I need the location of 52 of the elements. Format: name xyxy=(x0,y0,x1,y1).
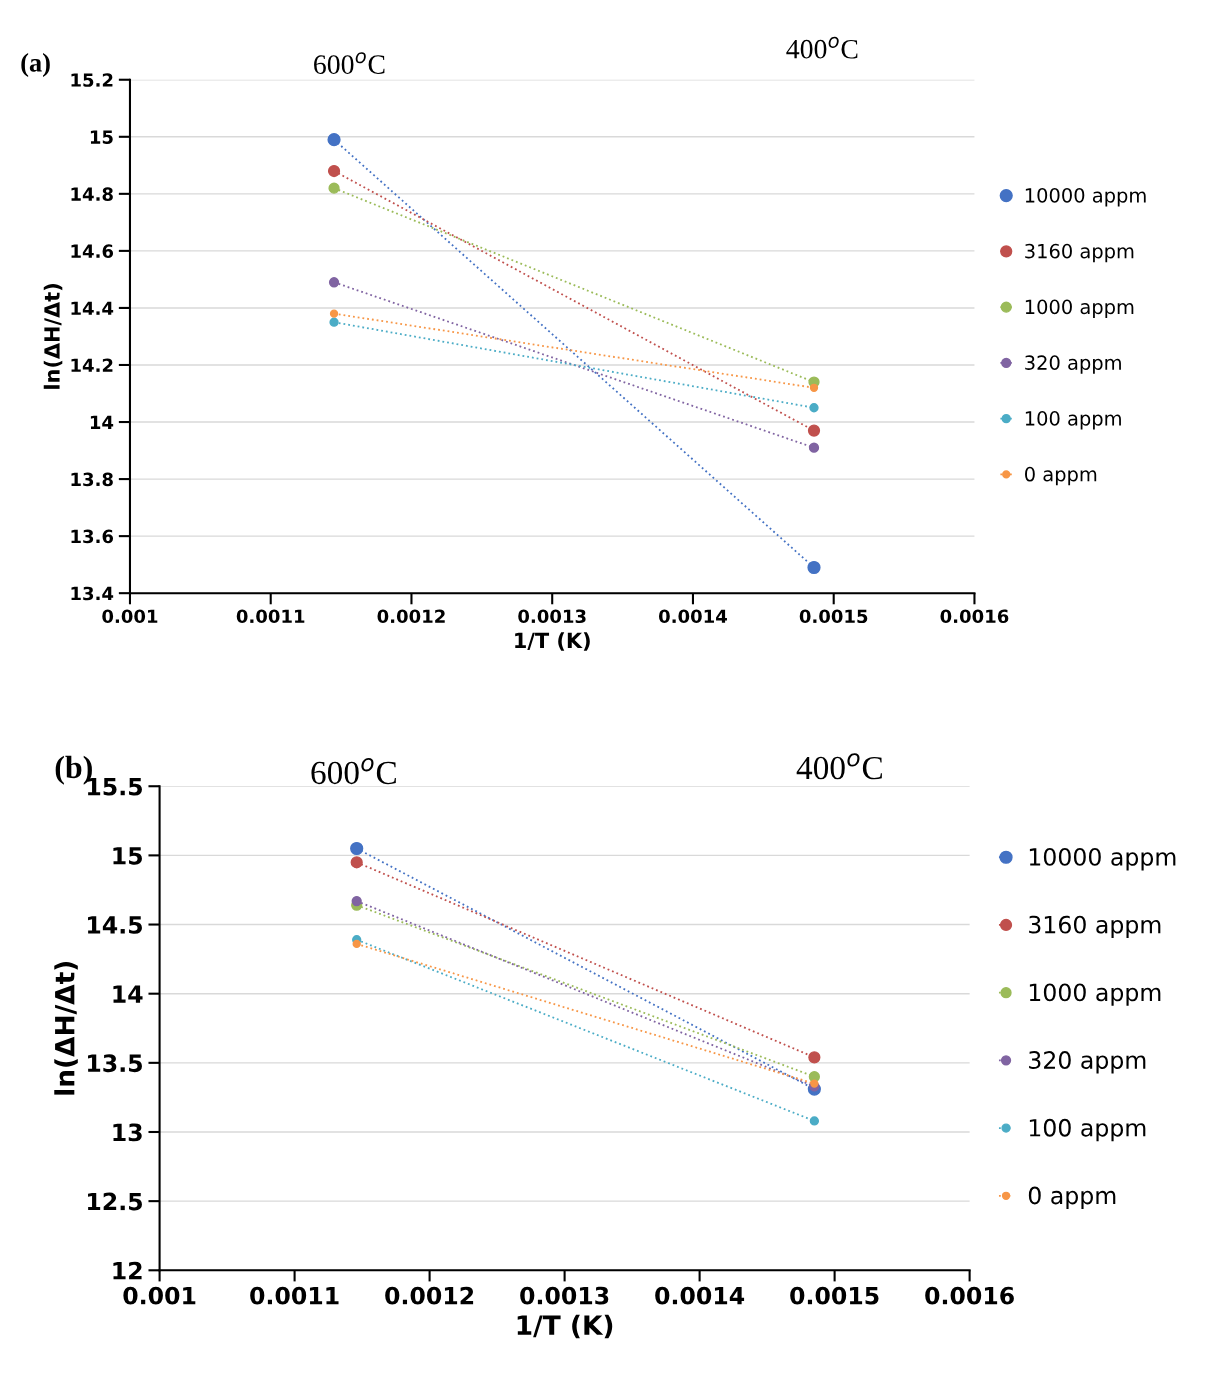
y-tick-label: 13 xyxy=(113,1123,142,1142)
legend-label: 0 appm xyxy=(1025,466,1097,486)
y-tick-label: 14.5 xyxy=(88,916,142,934)
x-tick-label: 0.001 xyxy=(123,1286,196,1305)
x-tick-label: 0.0015 xyxy=(799,609,868,624)
y-tick-label: 13.6 xyxy=(71,529,114,544)
y-tick-label: 14 xyxy=(90,415,114,429)
text: 600$^{o}$C xyxy=(311,757,396,785)
legend-label: 1000 appm xyxy=(1029,983,1161,1006)
y-tick-label: 14.8 xyxy=(71,187,113,201)
x-tick-label: 0.0013 xyxy=(520,1286,609,1305)
y-tick-label: 12.5 xyxy=(88,1192,142,1211)
legend-label: 100 appm xyxy=(1025,411,1121,430)
y-tick-label: 13.5 xyxy=(88,1054,142,1073)
x-tick-label: 0.0011 xyxy=(250,1286,339,1305)
y-tick-label: 13.8 xyxy=(71,472,113,487)
chart-title: (a) xyxy=(21,53,50,78)
y-tick-label: 15.2 xyxy=(71,73,113,87)
x-tick-label: 0.001 xyxy=(102,609,158,624)
x-tick-label: 0.0013 xyxy=(518,609,586,624)
legend-label: 1000 appm xyxy=(1025,299,1134,318)
y-tick-label: 14.6 xyxy=(71,244,114,258)
y-axis-title: ln(ΔH/Δt) xyxy=(54,961,78,1095)
x-tick-label: 0.0016 xyxy=(940,609,1009,624)
text: 400$^{o}$C xyxy=(786,36,858,59)
x-tick-label: 0.0012 xyxy=(385,1286,474,1305)
x-tick-label: 0.0014 xyxy=(658,609,727,624)
x-tick-label: 0.0014 xyxy=(655,1286,745,1305)
y-tick-label: 14.4 xyxy=(71,301,114,315)
y-tick-label: 14 xyxy=(113,985,143,1003)
y-tick-label: 15 xyxy=(113,847,142,865)
x-tick-label: 0.0011 xyxy=(236,609,305,624)
x-axis-title: 1/T (K) xyxy=(515,632,590,651)
legend-label: 320 appm xyxy=(1029,1051,1146,1074)
legend-label: 0 appm xyxy=(1028,1186,1116,1209)
text: 600$^{o}$C xyxy=(314,52,385,74)
x-axis-title: 1/T (K) xyxy=(517,1314,613,1339)
y-tick-label: 14.2 xyxy=(71,358,113,372)
y-axis-title: ln(ΔH/Δt) xyxy=(43,284,63,389)
y-tick-label: 15 xyxy=(90,130,113,144)
legend-label: 10000 appm xyxy=(1025,187,1146,207)
legend-label: 10000 appm xyxy=(1029,847,1176,871)
legend-label: 100 appm xyxy=(1029,1118,1146,1142)
legend-label: 320 appm xyxy=(1025,355,1121,374)
x-tick-label: 0.0016 xyxy=(925,1286,1014,1305)
legend-label: 3160 appm xyxy=(1025,243,1134,263)
y-tick-label: 12 xyxy=(113,1261,142,1280)
x-tick-label: 0.0015 xyxy=(790,1286,879,1305)
y-tick-label: 13.4 xyxy=(71,586,114,601)
text: 400$^{o}$C xyxy=(796,753,882,780)
x-tick-label: 0.0012 xyxy=(377,609,445,624)
legend-label: 3160 appm xyxy=(1029,915,1161,939)
